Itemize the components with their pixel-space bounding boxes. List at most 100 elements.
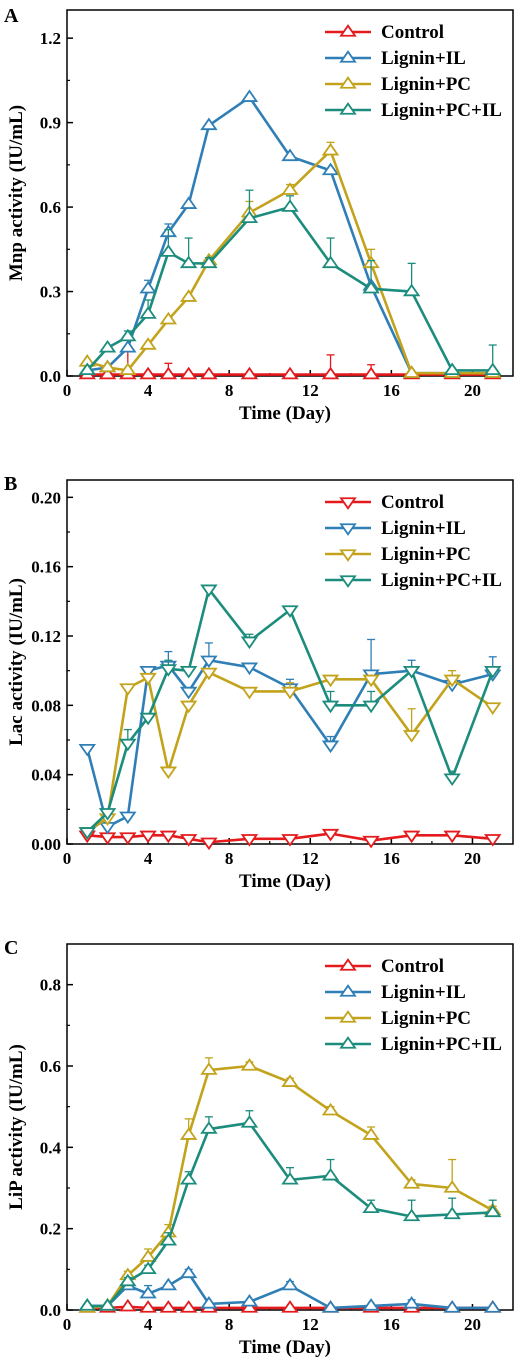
data-point: [240, 210, 259, 224]
data-point: [443, 1206, 461, 1220]
data-point: [362, 366, 380, 380]
y-tick-label: 0.2: [40, 1220, 61, 1239]
data-point: [179, 289, 198, 302]
data-point: [159, 244, 178, 257]
legend-label: Lignin+PC+IL: [381, 570, 502, 591]
data-point: [119, 811, 137, 825]
y-axis-title: Lac activity (IU/mL): [6, 578, 27, 746]
data-point: [402, 283, 421, 297]
data-point: [362, 674, 380, 688]
series-control: [78, 828, 502, 851]
data-point: [240, 636, 259, 650]
data-point: [179, 1127, 198, 1140]
y-tick-label: 0.4: [40, 1138, 62, 1157]
data-point: [321, 1300, 340, 1313]
x-axis-title: Time (Day): [239, 1337, 331, 1357]
legend-marker: [339, 50, 357, 63]
chart-panel-a: A 0 4 8 12 16 20 0.0 0.3 0.6 0.9 1.2 Time (Day) Mnp a…: [4, 5, 514, 424]
series-line: [86, 205, 493, 372]
chart-panel-c: C 0 4 8 12 16 20 0.0 0.2 0.4 0.6 0.8 Time (Day) LiP a…: [4, 937, 514, 1357]
legend-marker: [339, 76, 357, 89]
data-point: [179, 196, 198, 209]
data-point: [179, 834, 198, 847]
series-line: [86, 658, 494, 828]
y-axis-title: LiP activity (IU/mL): [6, 1044, 27, 1210]
series-line: [86, 149, 493, 375]
data-point: [240, 1115, 259, 1128]
data-point: [281, 686, 299, 700]
legend-label: Lignin+IL: [381, 982, 466, 1003]
data-point: [484, 1204, 502, 1218]
data-point: [139, 1261, 157, 1275]
data-point: [402, 1296, 421, 1309]
legend-label: Lignin+PC: [381, 1008, 471, 1029]
data-point: [281, 1171, 299, 1185]
x-tick-label: 0: [63, 849, 72, 868]
data-point: [200, 255, 218, 269]
x-tick-label: 20: [464, 381, 481, 400]
data-point: [139, 665, 157, 679]
x-tick-label: 12: [302, 1315, 319, 1334]
data-point: [362, 1127, 380, 1140]
legend-label: Lignin+PC+IL: [381, 100, 502, 121]
data-point: [139, 830, 157, 844]
data-point: [200, 117, 218, 131]
data-point: [362, 1200, 380, 1214]
data-point: [98, 366, 117, 380]
data-point: [139, 366, 157, 380]
legend: Control Lignin+IL Lignin+PC Lignin+PC+IL: [325, 22, 502, 121]
x-axis-title: Time (Day): [239, 871, 331, 892]
data-point: [139, 712, 157, 726]
data-point: [321, 740, 340, 754]
data-point: [402, 830, 421, 844]
data-point: [179, 1171, 198, 1185]
legend-label: Lignin+PC: [381, 544, 471, 565]
x-tick-label: 12: [302, 849, 319, 868]
data-point: [139, 672, 157, 686]
series-lignin-pc: [78, 667, 502, 840]
data-point: [402, 1176, 421, 1189]
y-tick-label: 0.6: [40, 198, 61, 217]
legend-marker: [339, 984, 357, 997]
data-point: [321, 142, 340, 156]
data-point: [78, 827, 96, 840]
data-point: [119, 362, 137, 376]
data-point: [362, 1298, 380, 1311]
legend: Control Lignin+IL Lignin+PC Lignin+PC+IL: [325, 492, 502, 591]
legend-marker: [339, 1036, 357, 1049]
data-point: [139, 337, 157, 350]
x-tick-label: 12: [302, 381, 319, 400]
data-point: [139, 280, 157, 294]
data-point: [98, 1298, 117, 1311]
data-point: [98, 339, 117, 353]
series-lignin-pc-il: [78, 1110, 502, 1311]
data-point: [362, 835, 380, 849]
data-point: [443, 674, 461, 688]
data-point: [119, 683, 137, 696]
data-point: [200, 667, 218, 681]
data-point: [159, 1277, 178, 1291]
data-point: [98, 808, 117, 821]
data-point: [281, 605, 299, 618]
data-point: [119, 1298, 137, 1312]
data-point: [159, 366, 178, 380]
x-tick-label: 8: [225, 849, 234, 868]
data-point: [402, 365, 421, 378]
data-point: [179, 255, 198, 269]
x-tick-label: 20: [464, 849, 481, 868]
data-point: [240, 366, 259, 380]
series-line: [87, 1064, 494, 1310]
data-point: [321, 674, 340, 688]
data-point: [321, 366, 340, 380]
legend-marker: [339, 575, 357, 588]
data-point: [119, 738, 137, 752]
data-point: [362, 700, 380, 714]
data-point: [78, 362, 96, 376]
data-point: [321, 1167, 340, 1181]
data-point: [321, 1102, 340, 1116]
data-point: [159, 766, 178, 780]
legend-marker: [339, 24, 357, 37]
legend-marker: [339, 523, 357, 536]
data-point: [281, 199, 299, 212]
